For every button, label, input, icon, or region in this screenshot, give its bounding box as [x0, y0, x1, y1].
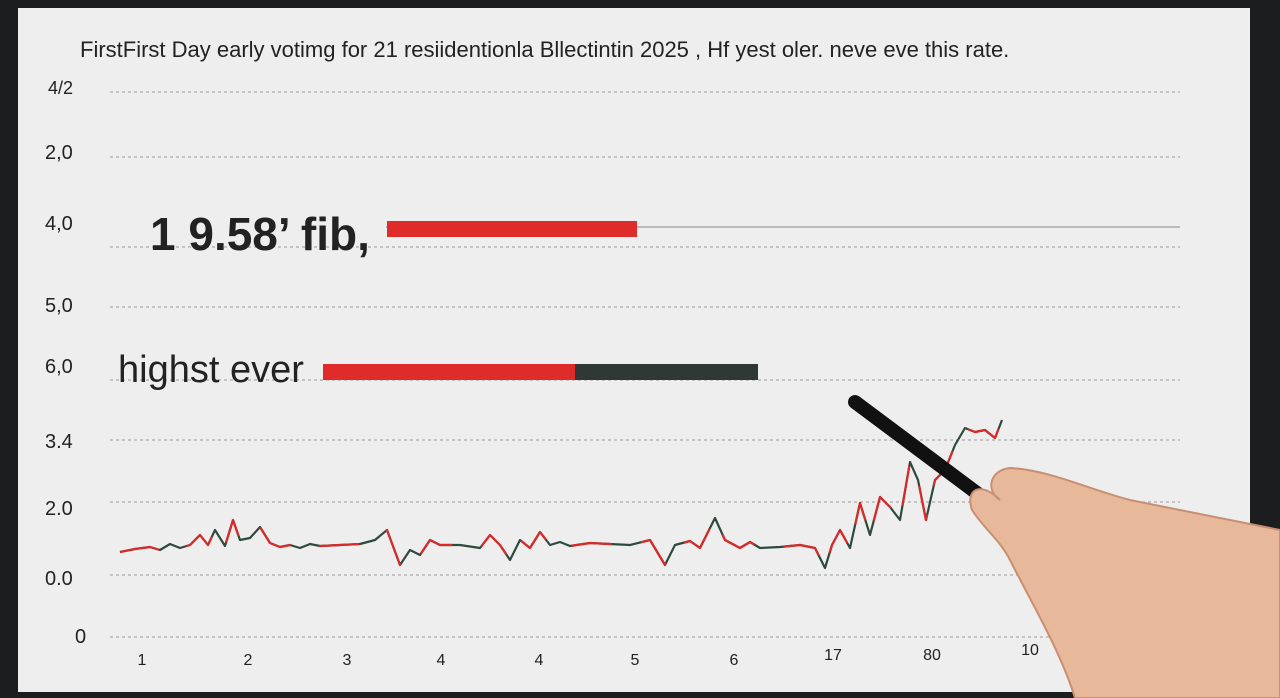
y-label: 2,0 — [45, 142, 73, 164]
x-label: 2 — [244, 652, 253, 669]
red-bar — [387, 221, 637, 237]
y-axis: 4/2 2,0 4,0 5,0 6,0 3.4 2.0 0.0 0 — [45, 78, 86, 648]
x-label: 1 — [138, 652, 147, 669]
x-label: 10 — [1021, 642, 1039, 659]
y-label: 6,0 — [45, 356, 73, 378]
x-label: 3 — [343, 652, 352, 669]
y-label: 3.4 — [45, 431, 73, 453]
hand-with-pen — [848, 395, 1280, 698]
x-label: 5 — [631, 652, 640, 669]
x-label: 6 — [730, 652, 739, 669]
x-label: 80 — [923, 647, 941, 664]
y-label: 0.0 — [45, 568, 73, 590]
y-label: 4,0 — [45, 213, 73, 235]
x-axis: 1 2 3 4 4 5 6 17 80 10 — [138, 642, 1039, 669]
y-label: 0 — [75, 626, 86, 648]
x-label: 17 — [824, 647, 842, 664]
annotation: highst ever — [118, 349, 304, 391]
red-bar — [323, 364, 575, 380]
x-label: 4 — [535, 652, 544, 669]
x-label: 4 — [437, 652, 446, 669]
y-label: 4/2 — [48, 78, 73, 98]
y-label: 2.0 — [45, 498, 73, 520]
y-label: 5,0 — [45, 295, 73, 317]
hand — [969, 466, 1280, 698]
dark-bar — [575, 364, 758, 380]
trend-line-red — [119, 419, 1004, 570]
annotation: 1 9.58’ fib, — [150, 208, 370, 260]
title: FirstFirst Day early votimg for 21 resii… — [80, 37, 1009, 62]
